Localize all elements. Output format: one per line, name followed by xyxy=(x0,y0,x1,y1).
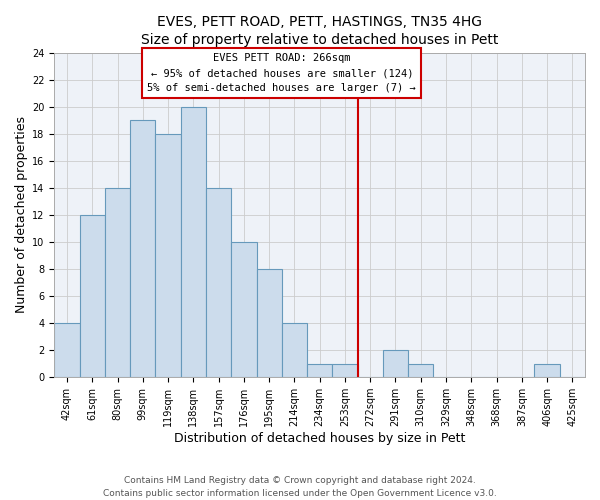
Bar xyxy=(231,242,257,377)
Bar xyxy=(383,350,408,377)
Bar xyxy=(307,364,332,377)
Text: Contains HM Land Registry data © Crown copyright and database right 2024.
Contai: Contains HM Land Registry data © Crown c… xyxy=(103,476,497,498)
Text: EVES PETT ROAD: 266sqm
← 95% of detached houses are smaller (124)
5% of semi-det: EVES PETT ROAD: 266sqm ← 95% of detached… xyxy=(148,53,416,93)
Bar xyxy=(206,188,231,377)
X-axis label: Distribution of detached houses by size in Pett: Distribution of detached houses by size … xyxy=(174,432,466,445)
Bar xyxy=(535,364,560,377)
Bar xyxy=(155,134,181,377)
Y-axis label: Number of detached properties: Number of detached properties xyxy=(15,116,28,314)
Bar xyxy=(257,269,282,377)
Bar xyxy=(80,215,105,377)
Title: EVES, PETT ROAD, PETT, HASTINGS, TN35 4HG
Size of property relative to detached : EVES, PETT ROAD, PETT, HASTINGS, TN35 4H… xyxy=(141,15,499,48)
Bar xyxy=(408,364,433,377)
Bar xyxy=(181,107,206,377)
Bar xyxy=(332,364,358,377)
Bar xyxy=(55,323,80,377)
Bar xyxy=(130,120,155,377)
Bar xyxy=(282,323,307,377)
Bar xyxy=(105,188,130,377)
